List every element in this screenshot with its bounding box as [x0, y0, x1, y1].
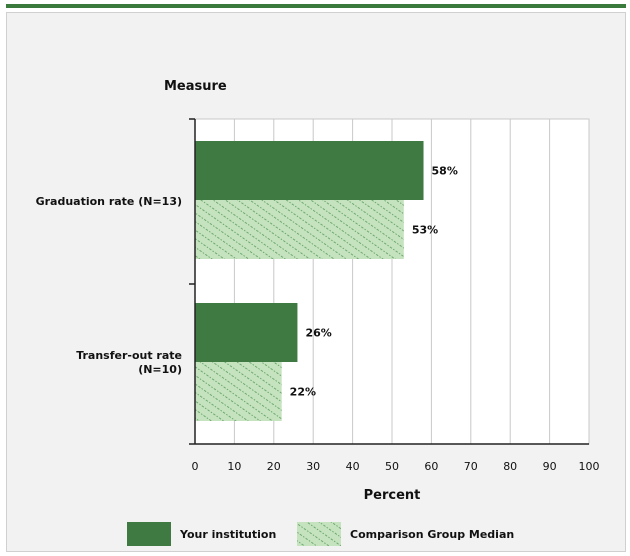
legend: Your institution Comparison Group Median — [127, 522, 514, 546]
category-label: Graduation rate (N=13) — [36, 195, 182, 208]
top-rule — [6, 4, 626, 8]
x-tick-label: 60 — [424, 460, 438, 473]
legend-label: Your institution — [179, 528, 276, 541]
bar-value-label: 53% — [412, 224, 438, 237]
x-tick-label: 100 — [579, 460, 600, 473]
x-tick-label: 30 — [306, 460, 320, 473]
x-tick-label: 70 — [464, 460, 478, 473]
bar-value-label: 58% — [432, 165, 458, 178]
y-axis-title: Measure — [164, 79, 227, 94]
x-tick-label: 90 — [543, 460, 557, 473]
category-label: Transfer-out rate — [76, 349, 182, 362]
x-tick-label: 80 — [503, 460, 517, 473]
category-labels: Graduation rate (N=13) Transfer-out rate(… — [36, 195, 182, 376]
x-tick-label: 20 — [267, 460, 281, 473]
bar-institution — [195, 303, 298, 362]
bar-comparison — [195, 200, 404, 259]
axes — [189, 118, 589, 445]
category-label: (N=10) — [138, 363, 182, 376]
x-tick-label: 40 — [346, 460, 360, 473]
bar-comparison — [195, 362, 282, 421]
x-tick-label: 10 — [227, 460, 241, 473]
x-tick-labels: 0 10 20 30 40 50 60 70 80 90 100 — [192, 460, 600, 473]
legend-swatch — [297, 522, 341, 546]
bar-value-label: 22% — [290, 386, 316, 399]
bars: 58% 53% 26% 22% — [195, 141, 458, 421]
legend-label: Comparison Group Median — [350, 528, 514, 541]
bar-institution — [195, 141, 424, 200]
legend-swatch — [127, 522, 171, 546]
x-axis-title: Percent — [364, 488, 421, 503]
x-tick-label: 50 — [385, 460, 399, 473]
bar-value-label: 26% — [305, 327, 331, 340]
x-tick-label: 0 — [192, 460, 199, 473]
